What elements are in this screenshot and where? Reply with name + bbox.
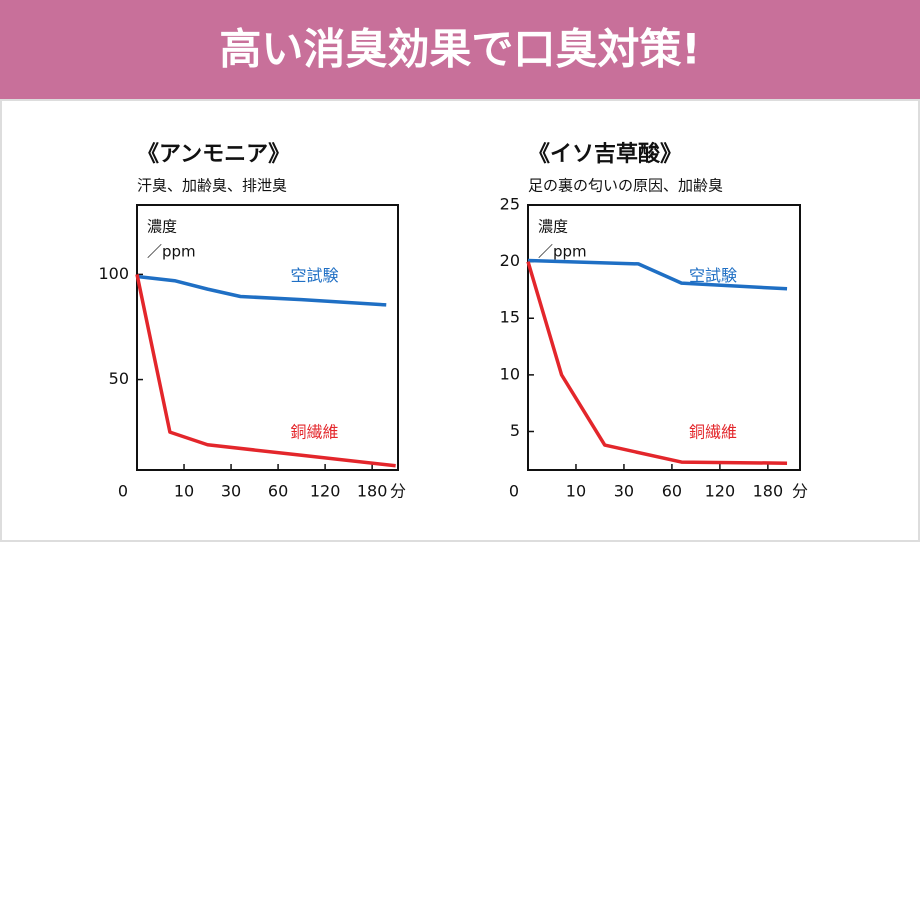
header-band: [0, 0, 920, 100]
x-tick-label: 180: [357, 482, 388, 501]
header-title: 高い消臭効果で口臭対策!: [219, 25, 700, 74]
chart-title: 《イソ吉草酸》: [528, 141, 682, 167]
x-tick-label: 180: [753, 482, 784, 501]
y-tick-label: 10: [500, 364, 520, 383]
plot-frame: [527, 204, 801, 471]
y-tick-label: 100: [98, 264, 129, 283]
series-label: 空試験: [290, 266, 338, 285]
x-axis-unit: 分: [390, 482, 406, 501]
series-label: 銅繊維: [290, 422, 338, 441]
chart-title: 《アンモニア》: [137, 142, 290, 167]
x-tick-label: 10: [566, 482, 586, 501]
x-tick-label: 120: [705, 482, 736, 501]
x-axis-unit: 分: [792, 482, 808, 501]
chart-subtitle: 汗臭、加齢臭、排泄臭: [137, 177, 287, 195]
x-tick-label: 30: [614, 482, 634, 501]
y-axis-label: 濃度: [538, 218, 568, 236]
y-axis-unit: ／ppm: [538, 243, 587, 261]
chart-subtitle: 足の裏の匂いの原因、加齢臭: [528, 177, 723, 195]
x-tick-label: 60: [662, 482, 682, 501]
y-tick-label: 15: [500, 308, 520, 327]
y-tick-label: 5: [510, 421, 520, 440]
y-axis-unit: ／ppm: [147, 243, 196, 261]
y-tick-label: 20: [500, 251, 520, 270]
series-line: [527, 258, 788, 291]
x-tick-label: 0: [509, 482, 519, 501]
x-tick-label: 60: [268, 482, 288, 501]
x-tick-label: 10: [174, 482, 194, 501]
series-label: 空試験: [689, 266, 737, 285]
series-label: 銅繊維: [689, 422, 737, 441]
x-tick-label: 120: [310, 482, 341, 501]
series-line: [526, 261, 788, 465]
plot-frame: [136, 204, 399, 471]
x-tick-label: 0: [118, 482, 128, 501]
content-panel: [0, 99, 920, 542]
series-line: [135, 274, 396, 468]
series-line: [136, 274, 387, 307]
y-tick-label: 50: [109, 369, 129, 388]
x-tick-label: 30: [221, 482, 241, 501]
y-tick-label: 25: [500, 195, 520, 214]
y-axis-label: 濃度: [147, 218, 177, 236]
